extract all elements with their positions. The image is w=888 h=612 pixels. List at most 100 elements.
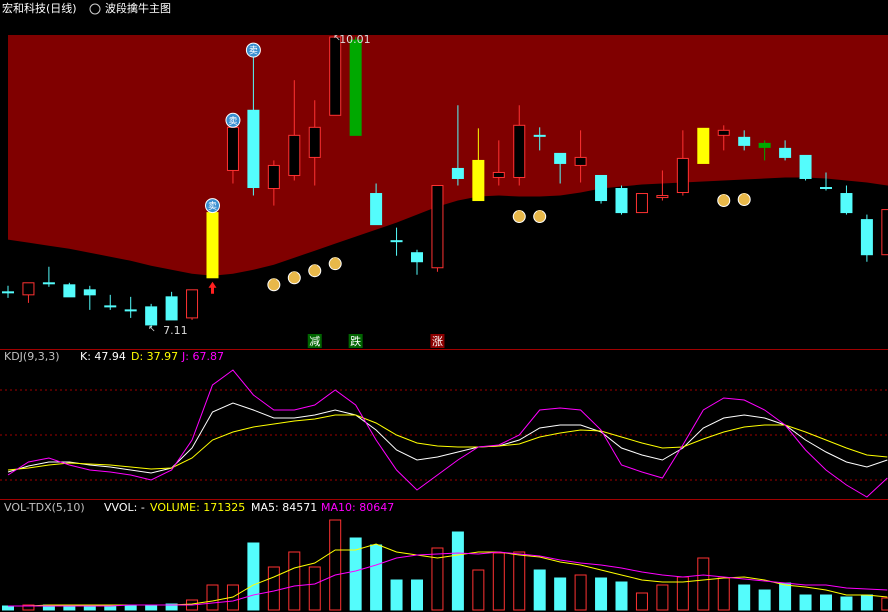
- candle-body: [370, 193, 383, 226]
- indicator-icon: [89, 3, 101, 15]
- panel-title: VOL-TDX(5,10): [4, 501, 85, 514]
- volume-bar: [329, 519, 342, 611]
- volume-bar: [451, 531, 464, 611]
- candle-body: [165, 296, 178, 321]
- volume-bar: [267, 566, 280, 611]
- tag-box: [430, 334, 445, 348]
- volume-bar: [697, 557, 710, 611]
- candle-body: [83, 289, 96, 296]
- candle-body: [267, 164, 280, 190]
- volume-bar: [431, 547, 444, 611]
- volume-bar: [799, 594, 812, 611]
- candle-body: [595, 174, 608, 202]
- volume-bar: [390, 579, 403, 611]
- candle-body: [308, 126, 321, 158]
- candle-body: [206, 212, 219, 279]
- candle-body: [186, 289, 199, 319]
- candle-body: [554, 152, 567, 164]
- legend-entry: D: 37.97: [131, 350, 178, 363]
- volume-ma-line: [8, 551, 888, 607]
- volume-bar: [472, 569, 485, 611]
- candle-body: [697, 127, 710, 164]
- candle-body: [390, 240, 403, 243]
- tag-label: 跌: [350, 334, 361, 348]
- legend-entry: J: 67.87: [181, 350, 224, 363]
- candle-body: [451, 167, 464, 179]
- candle-body: [738, 136, 751, 146]
- candle-body: [635, 193, 648, 214]
- candle-body: [799, 154, 812, 179]
- legend-entry: MA5: 84571: [251, 501, 317, 514]
- volume-bar: [554, 577, 567, 611]
- money-bag-knot: [516, 210, 523, 214]
- sell-label: 卖: [228, 116, 237, 127]
- volume-bar: [860, 594, 873, 611]
- volume-bar: [615, 581, 628, 611]
- volume-bar: [124, 604, 137, 611]
- candle-body: [820, 187, 832, 190]
- volume-bar: [574, 574, 587, 611]
- volume-bar: [513, 551, 526, 611]
- volume-bar: [349, 537, 362, 611]
- candle-body: [411, 252, 423, 263]
- tag-label: 涨: [432, 335, 443, 348]
- legend-entry: VOLUME: 171325: [150, 501, 245, 514]
- candle-body: [860, 219, 873, 256]
- volume-bar: [492, 552, 505, 611]
- low-arrow: ↖: [148, 324, 156, 334]
- money-bag-knot: [720, 194, 727, 198]
- volume-bar: [881, 597, 888, 611]
- candle-body: [717, 129, 730, 136]
- candle-body: [533, 134, 546, 137]
- kdj-line: [7, 369, 888, 498]
- candle-body: [881, 209, 888, 256]
- sell-signal: [205, 198, 220, 214]
- candle-body: [124, 309, 137, 312]
- candle-body: [472, 159, 485, 202]
- candle-body: [513, 124, 526, 178]
- tag-label: 减: [309, 335, 320, 348]
- low-label: 7.11: [163, 324, 188, 337]
- high-label: 10.01: [339, 33, 371, 46]
- volume-bar: [840, 596, 853, 611]
- candle-body: [656, 195, 669, 199]
- candle-body: [431, 185, 444, 269]
- candle-body: [2, 291, 14, 294]
- candle-body: [349, 39, 362, 136]
- candle-body: [615, 188, 628, 214]
- money-bag-knot: [311, 264, 318, 268]
- sell-signal: [245, 42, 261, 58]
- money-bag-knot: [270, 278, 277, 282]
- volume-bar: [820, 594, 832, 611]
- candle-body: [42, 282, 55, 285]
- volume-bar: [717, 577, 730, 611]
- high-arrow: ↖: [333, 34, 341, 44]
- volume-bar: [635, 592, 648, 611]
- candle-body: [840, 193, 853, 214]
- candle-body: [288, 134, 301, 176]
- money-bag-knot: [741, 193, 748, 197]
- kdj-line: [7, 402, 888, 474]
- panel-note: VVOL: -: [104, 501, 145, 514]
- legend-entry: K: 47.94: [80, 350, 126, 363]
- sell-signal: [225, 112, 241, 128]
- candle-body: [22, 282, 35, 296]
- money-bag-knot: [536, 210, 543, 214]
- volume-bar: [595, 577, 608, 611]
- indicator-title: 波段擒牛主图: [105, 1, 171, 15]
- volume-bar: [533, 569, 546, 611]
- candle-body: [145, 306, 158, 326]
- candle-body: [329, 36, 342, 116]
- panel-title: KDJ(9,3,3): [4, 350, 60, 363]
- kdj-line: [7, 414, 888, 471]
- volume-bar: [411, 579, 423, 611]
- money-bag-knot: [291, 271, 298, 275]
- volume-bar: [288, 551, 301, 611]
- volume-bar: [145, 604, 158, 611]
- stock-title: 宏和科技(日线): [2, 1, 77, 15]
- volume-bar: [247, 542, 260, 611]
- volume-bar: [22, 604, 35, 611]
- tag-box: [348, 334, 363, 348]
- volume-bar: [656, 584, 669, 611]
